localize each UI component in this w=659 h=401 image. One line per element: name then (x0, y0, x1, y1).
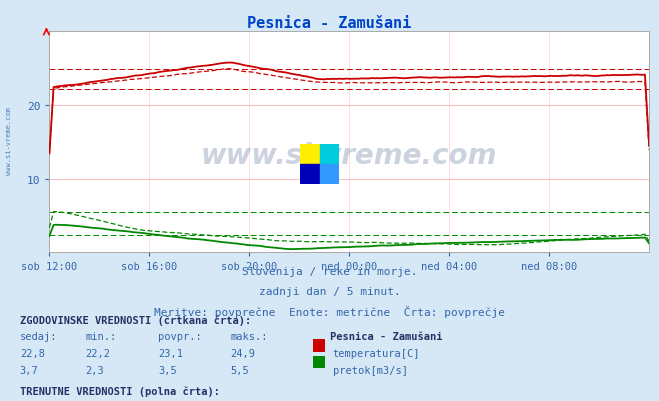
Text: www.si-vreme.com: www.si-vreme.com (201, 142, 498, 170)
Text: sedaj:: sedaj: (20, 332, 57, 342)
Text: temperatura[C]: temperatura[C] (333, 348, 420, 358)
Text: TRENUTNE VREDNOSTI (polna črta):: TRENUTNE VREDNOSTI (polna črta): (20, 385, 219, 396)
Text: 3,5: 3,5 (158, 365, 177, 375)
Text: 24,9: 24,9 (231, 348, 256, 358)
Bar (300, 144, 320, 164)
Text: pretok[m3/s]: pretok[m3/s] (333, 365, 408, 375)
Text: Meritve: povprečne  Enote: metrične  Črta: povprečje: Meritve: povprečne Enote: metrične Črta:… (154, 305, 505, 317)
Bar (320, 164, 339, 184)
Text: www.si-vreme.com: www.si-vreme.com (5, 106, 12, 174)
Text: 22,2: 22,2 (86, 348, 111, 358)
Text: zadnji dan / 5 minut.: zadnji dan / 5 minut. (258, 286, 401, 296)
Text: 2,3: 2,3 (86, 365, 104, 375)
Text: Pesnica - Zamušani: Pesnica - Zamušani (247, 16, 412, 31)
Text: Pesnica - Zamušani: Pesnica - Zamušani (330, 332, 442, 342)
Text: 5,5: 5,5 (231, 365, 249, 375)
Text: ZGODOVINSKE VREDNOSTI (črtkana črta):: ZGODOVINSKE VREDNOSTI (črtkana črta): (20, 315, 251, 325)
Text: povpr.:: povpr.: (158, 332, 202, 342)
Text: 3,7: 3,7 (20, 365, 38, 375)
Bar (300, 164, 320, 184)
Text: 22,8: 22,8 (20, 348, 45, 358)
Bar (320, 144, 339, 164)
Text: Slovenija / reke in morje.: Slovenija / reke in morje. (242, 267, 417, 277)
Text: min.:: min.: (86, 332, 117, 342)
Text: 23,1: 23,1 (158, 348, 183, 358)
Text: maks.:: maks.: (231, 332, 268, 342)
